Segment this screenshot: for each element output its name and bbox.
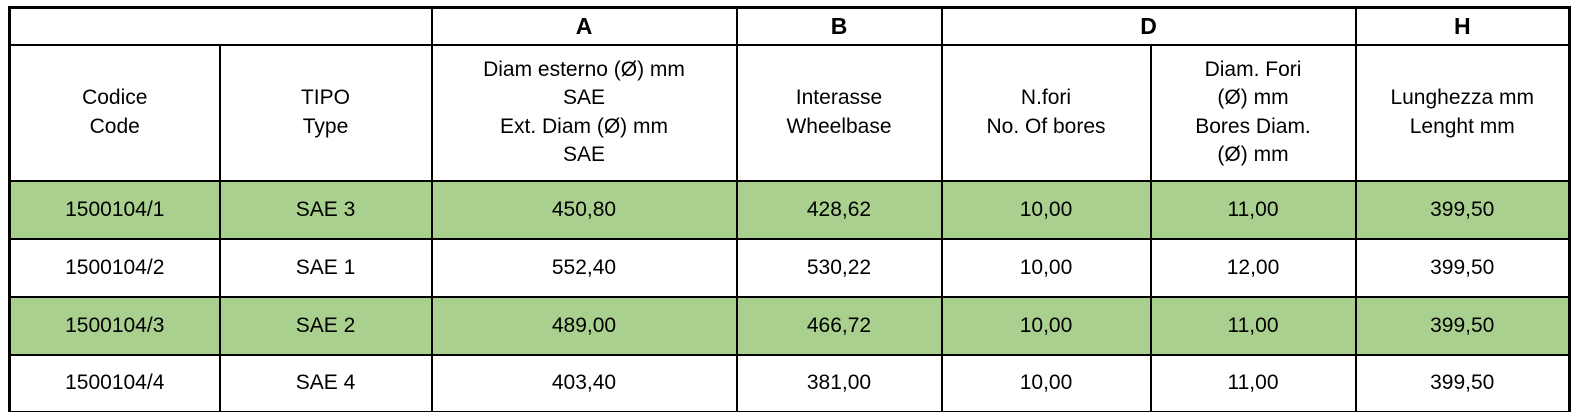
cell-length: 399,50 bbox=[1354, 295, 1571, 356]
group-header-blank bbox=[8, 6, 433, 46]
cell-n-bores: 10,00 bbox=[940, 295, 1152, 356]
cell-wheelbase: 530,22 bbox=[735, 237, 943, 298]
cell-code: 1500104/1 bbox=[8, 179, 221, 240]
group-header-H: H bbox=[1354, 6, 1571, 46]
table-row: 1500104/2 SAE 1 552,40 530,22 10,00 12,0… bbox=[8, 237, 1571, 298]
cell-ext-diam: 552,40 bbox=[430, 237, 738, 298]
cell-ext-diam: 450,80 bbox=[430, 179, 738, 240]
cell-bores-diam: 11,00 bbox=[1149, 353, 1357, 412]
cell-bores-diam: 12,00 bbox=[1149, 237, 1357, 298]
cell-n-bores: 10,00 bbox=[940, 179, 1152, 240]
cell-length: 399,50 bbox=[1354, 237, 1571, 298]
table-row: 1500104/3 SAE 2 489,00 466,72 10,00 11,0… bbox=[8, 295, 1571, 356]
parts-spec-table: A B D H Codice Code TIPO Type Diam ester… bbox=[8, 6, 1571, 412]
column-header-tipo: TIPO Type bbox=[218, 43, 433, 182]
cell-ext-diam: 489,00 bbox=[430, 295, 738, 356]
table-row: 1500104/4 SAE 4 403,40 381,00 10,00 11,0… bbox=[8, 353, 1571, 412]
cell-type: SAE 4 bbox=[218, 353, 433, 412]
column-header-bores-diam: Diam. Fori (Ø) mm Bores Diam. (Ø) mm bbox=[1149, 43, 1357, 182]
cell-bores-diam: 11,00 bbox=[1149, 179, 1357, 240]
cell-length: 399,50 bbox=[1354, 353, 1571, 412]
column-header-length: Lunghezza mm Lenght mm bbox=[1354, 43, 1571, 182]
column-header-row: Codice Code TIPO Type Diam esterno (Ø) m… bbox=[8, 43, 1571, 182]
group-header-row: A B D H bbox=[8, 6, 1571, 46]
column-header-n-bores: N.fori No. Of bores bbox=[940, 43, 1152, 182]
cell-type: SAE 3 bbox=[218, 179, 433, 240]
group-header-B: B bbox=[735, 6, 943, 46]
cell-ext-diam: 403,40 bbox=[430, 353, 738, 412]
cell-code: 1500104/2 bbox=[8, 237, 221, 298]
group-header-A: A bbox=[430, 6, 738, 46]
cell-bores-diam: 11,00 bbox=[1149, 295, 1357, 356]
cell-n-bores: 10,00 bbox=[940, 237, 1152, 298]
column-header-wheelbase: Interasse Wheelbase bbox=[735, 43, 943, 182]
cell-code: 1500104/3 bbox=[8, 295, 221, 356]
column-header-ext-diam: Diam esterno (Ø) mm SAE Ext. Diam (Ø) mm… bbox=[430, 43, 738, 182]
cell-wheelbase: 381,00 bbox=[735, 353, 943, 412]
column-header-codice: Codice Code bbox=[8, 43, 221, 182]
cell-type: SAE 1 bbox=[218, 237, 433, 298]
cell-length: 399,50 bbox=[1354, 179, 1571, 240]
cell-wheelbase: 466,72 bbox=[735, 295, 943, 356]
table-row: 1500104/1 SAE 3 450,80 428,62 10,00 11,0… bbox=[8, 179, 1571, 240]
cell-type: SAE 2 bbox=[218, 295, 433, 356]
cell-code: 1500104/4 bbox=[8, 353, 221, 412]
group-header-D: D bbox=[940, 6, 1357, 46]
cell-wheelbase: 428,62 bbox=[735, 179, 943, 240]
cell-n-bores: 10,00 bbox=[940, 353, 1152, 412]
